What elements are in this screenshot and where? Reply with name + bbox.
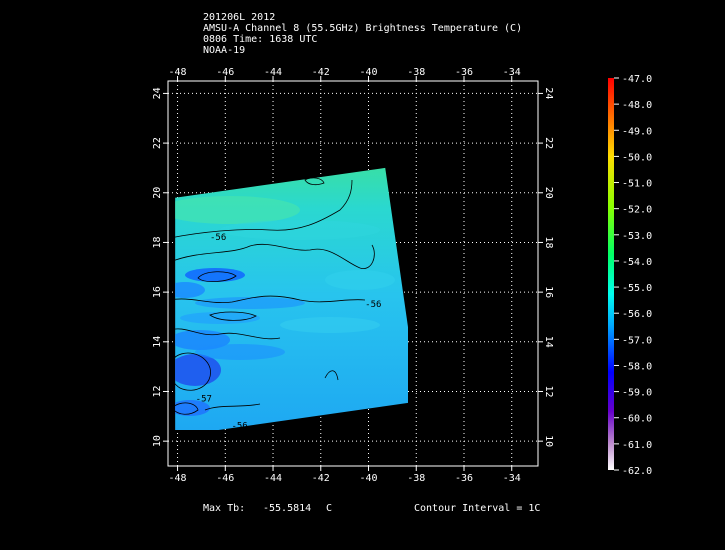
contour-label: -56	[210, 233, 226, 243]
y-tick-label-right: 18	[543, 236, 554, 248]
x-tick-label-top: -46	[216, 67, 234, 78]
contour-lines	[169, 177, 375, 415]
chart-title-line-2: AMSU-A Channel 8 (55.5GHz) Brightness Te…	[203, 23, 523, 34]
y-tick-label-right: 16	[543, 286, 554, 298]
y-tick-label-right: 12	[543, 385, 554, 397]
contour-interval: Contour Interval = 1C	[414, 503, 541, 514]
colorbar-tick-label: -51.0	[622, 179, 652, 190]
y-tick-label-left: 20	[152, 187, 163, 199]
contour-label: -56	[231, 422, 247, 432]
max-tb-label: Max Tb:	[203, 503, 246, 514]
y-tick-label-left: 10	[152, 435, 163, 447]
y-tick-label-left: 18	[152, 236, 163, 248]
x-tick-label-bottom: -36	[455, 473, 473, 484]
y-tick-label-left: 12	[152, 385, 163, 397]
x-tick-label-bottom: -44	[264, 473, 282, 484]
colorbar-tick-label: -54.0	[622, 257, 652, 268]
colorbar-tick-label: -50.0	[622, 152, 652, 163]
colorbar-tick-label: -47.0	[622, 74, 652, 85]
x-tick-label-top: -40	[359, 67, 377, 78]
y-tick-label-right: 10	[543, 435, 554, 447]
y-tick-label-left: 16	[152, 286, 163, 298]
max-tb-value: -55.5814	[263, 503, 312, 514]
x-tick-label-bottom: -38	[407, 473, 425, 484]
x-tick-label-bottom: -34	[503, 473, 521, 484]
colorbar-tick-label: -58.0	[622, 361, 652, 372]
y-axis-right: 10 12 14 16 18 20 22 24	[538, 87, 554, 447]
colorbar-tick-label: -61.0	[622, 440, 652, 451]
y-tick-label-left: 14	[152, 336, 163, 348]
contour-label: -56	[365, 300, 381, 310]
colorbar-tick-label: -59.0	[622, 388, 652, 399]
y-tick-label-right: 20	[543, 187, 554, 199]
chart-title-line-3: 0806 Time: 1638 UTC	[203, 34, 318, 45]
max-tb-unit: C	[326, 503, 333, 514]
contour-label: -57	[196, 394, 212, 404]
colorbar-tick-label: -55.0	[622, 283, 652, 294]
chart-title-line-4: NOAA-19	[203, 45, 246, 56]
x-tick-label-top: -44	[264, 67, 282, 78]
x-tick-label-top: -38	[407, 67, 425, 78]
colorbar	[608, 78, 614, 470]
y-axis-left: 10 12 14 16 18 20 22 24	[152, 87, 168, 447]
y-tick-label-left: 22	[152, 137, 163, 149]
x-tick-label-bottom: -42	[312, 473, 330, 484]
x-axis-bottom: -48 -46 -44 -42 -40 -38 -36 -34	[169, 466, 521, 484]
x-tick-label-bottom: -40	[359, 473, 377, 484]
x-tick-label-top: -42	[312, 67, 330, 78]
colorbar-tick-label: -62.0	[622, 466, 652, 477]
x-tick-label-bottom: -48	[169, 473, 187, 484]
x-tick-label-top: -34	[503, 67, 521, 78]
colorbar-tick-label: -57.0	[622, 335, 652, 346]
chart-title-line-1: 201206L 2012	[203, 12, 276, 23]
temperature-swath	[175, 167, 408, 430]
x-axis-top: -48 -46 -44 -42 -40 -38 -36 -34	[169, 67, 521, 81]
y-tick-label-right: 22	[543, 137, 554, 149]
colorbar-labels: -47.0 -48.0 -49.0 -50.0 -51.0 -52.0 -53.0 -54.0…	[614, 74, 652, 477]
colorbar-tick-label: -56.0	[622, 309, 652, 320]
colorbar-tick-label: -48.0	[622, 100, 652, 111]
x-tick-label-top: -48	[169, 67, 187, 78]
contour-labels: -56 -56 -57 -56	[196, 233, 382, 432]
y-tick-label-right: 14	[543, 336, 554, 348]
colorbar-tick-label: -49.0	[622, 126, 652, 137]
x-tick-label-bottom: -46	[216, 473, 234, 484]
colorbar-tick-label: -53.0	[622, 231, 652, 242]
y-tick-label-left: 24	[152, 87, 163, 99]
plot-frame	[167, 80, 539, 467]
colorbar-tick-label: -60.0	[622, 414, 652, 425]
x-tick-label-top: -36	[455, 67, 473, 78]
y-tick-label-right: 24	[543, 87, 554, 99]
colorbar-tick-label: -52.0	[622, 205, 652, 216]
